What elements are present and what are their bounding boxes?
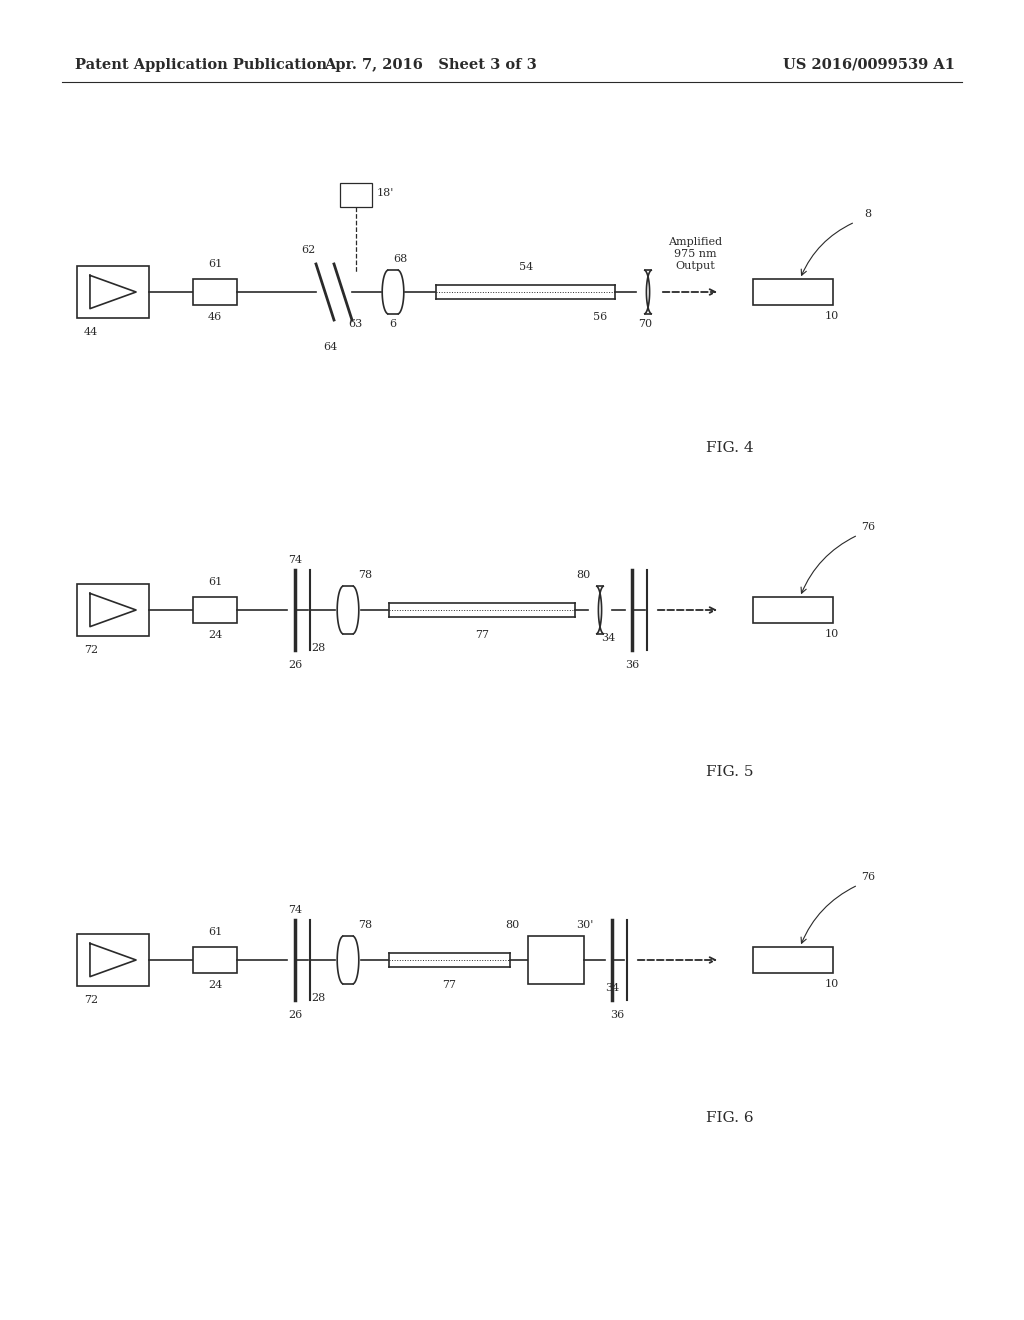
Text: Output: Output [675, 261, 715, 271]
Text: Amplified: Amplified [668, 238, 722, 247]
Text: 10: 10 [825, 312, 839, 321]
Text: 78: 78 [358, 570, 372, 579]
Text: 44: 44 [84, 327, 98, 337]
Text: 64: 64 [323, 342, 337, 352]
Text: 80: 80 [575, 570, 590, 579]
Bar [753, 946, 833, 973]
Text: 68: 68 [393, 253, 408, 264]
Text: 10: 10 [825, 979, 839, 989]
Text: 28: 28 [311, 993, 326, 1003]
Bar [77, 935, 150, 986]
Text: 54: 54 [519, 261, 534, 272]
Text: Apr. 7, 2016   Sheet 3 of 3: Apr. 7, 2016 Sheet 3 of 3 [324, 58, 537, 73]
Text: 70: 70 [638, 319, 652, 329]
Bar [77, 583, 150, 636]
Text: 6: 6 [389, 319, 396, 329]
Bar [753, 279, 833, 305]
Text: Patent Application Publication: Patent Application Publication [75, 58, 327, 73]
Text: 10: 10 [825, 630, 839, 639]
Text: FIG. 4: FIG. 4 [707, 441, 754, 455]
Text: 77: 77 [475, 630, 489, 640]
Text: 8: 8 [864, 209, 871, 219]
Text: 18': 18' [376, 187, 393, 198]
Text: 56: 56 [593, 312, 607, 322]
Text: 76: 76 [861, 873, 876, 882]
Bar [193, 946, 237, 973]
Text: 26: 26 [288, 1010, 302, 1020]
Text: FIG. 5: FIG. 5 [707, 766, 754, 779]
Text: 46: 46 [208, 312, 222, 322]
Text: 36: 36 [610, 1010, 624, 1020]
Text: 28: 28 [311, 643, 326, 653]
Bar [193, 279, 237, 305]
Bar [340, 183, 372, 207]
Text: 30': 30' [577, 920, 594, 931]
Text: 74: 74 [288, 554, 302, 565]
Text: 77: 77 [442, 979, 456, 990]
Text: 78: 78 [358, 920, 372, 931]
Text: 26: 26 [288, 660, 302, 671]
Text: 36: 36 [625, 660, 639, 671]
Bar [528, 936, 584, 983]
Text: 34: 34 [601, 634, 615, 643]
Bar [193, 597, 237, 623]
Text: 62: 62 [301, 246, 315, 255]
Text: 74: 74 [288, 906, 302, 915]
Text: 61: 61 [208, 577, 222, 587]
Text: 72: 72 [84, 995, 98, 1005]
Text: 24: 24 [208, 630, 222, 640]
Text: 80: 80 [505, 920, 519, 931]
Bar [753, 597, 833, 623]
Text: 975 nm: 975 nm [674, 249, 717, 259]
Text: 76: 76 [861, 521, 876, 532]
Text: FIG. 6: FIG. 6 [707, 1111, 754, 1125]
Bar [77, 267, 150, 318]
Text: US 2016/0099539 A1: US 2016/0099539 A1 [783, 58, 955, 73]
Text: 63: 63 [348, 319, 362, 329]
Text: 24: 24 [208, 979, 222, 990]
Text: 61: 61 [208, 927, 222, 937]
Text: 61: 61 [208, 259, 222, 269]
Text: 72: 72 [84, 645, 98, 655]
Text: 34: 34 [605, 983, 620, 993]
